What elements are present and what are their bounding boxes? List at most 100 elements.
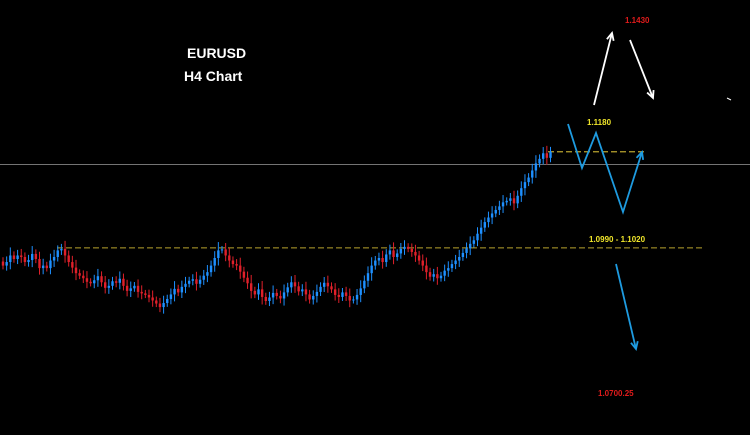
candle-body: [326, 282, 330, 287]
candle-body: [136, 285, 140, 292]
candle-body: [173, 288, 176, 295]
candle-body: [348, 295, 351, 301]
range-zigzag-arrow-head: [635, 150, 645, 161]
candle-body: [377, 258, 381, 261]
candle-body: [114, 281, 118, 283]
candle-body: [23, 256, 27, 263]
candle-body: [498, 206, 501, 210]
candle-body: [271, 292, 275, 298]
support-zone-label: 1.0990 - 1.1020: [589, 235, 646, 244]
candle-body: [231, 260, 235, 265]
candle-body: [198, 279, 202, 284]
candle-body: [253, 290, 257, 295]
candle-body: [93, 280, 96, 284]
candle-body: [549, 151, 552, 158]
candle-body: [330, 286, 333, 290]
candle-body: [279, 295, 282, 299]
candle-body: [242, 271, 246, 278]
candle-body: [111, 281, 114, 286]
candle-body: [293, 282, 297, 287]
bullish-arrow-up: [593, 32, 613, 106]
candle-body: [224, 249, 227, 256]
resistance-level-label: 1.1180: [587, 118, 612, 127]
candle-body: [151, 297, 154, 301]
candle-body: [228, 255, 231, 261]
candle-body: [63, 248, 67, 256]
candle-body: [505, 200, 508, 203]
candle-body: [323, 282, 326, 287]
candle-body: [432, 274, 435, 277]
candle-body: [49, 260, 52, 269]
candle-body: [220, 249, 224, 251]
candle-body: [465, 248, 468, 253]
candle-body: [96, 276, 100, 281]
candle-body: [5, 262, 8, 266]
candle-body: [355, 294, 359, 300]
candle-body: [516, 195, 519, 204]
candle-body: [406, 246, 410, 249]
candle-body: [206, 272, 209, 276]
candle-body: [27, 260, 30, 263]
candle-body: [290, 282, 293, 288]
candle-body: [107, 285, 111, 288]
candle-body: [67, 255, 70, 263]
candle-body: [344, 292, 348, 296]
candle-body: [122, 278, 125, 286]
candle-body: [209, 265, 213, 273]
candle-body: [129, 288, 132, 291]
candle-body: [118, 278, 121, 283]
candle-body: [133, 285, 136, 289]
candle-body: [363, 280, 366, 289]
candle-body: [82, 275, 85, 279]
candle-body: [436, 274, 439, 279]
candle-body: [158, 303, 162, 308]
candle-body: [71, 262, 74, 268]
candle-body: [531, 170, 534, 178]
bullish-arrow-up-head: [606, 30, 615, 42]
candle-body: [60, 248, 63, 251]
candle-body: [370, 265, 373, 274]
candle-body: [9, 255, 12, 263]
candle-body: [542, 153, 545, 159]
candle-body: [308, 294, 311, 300]
candle-body: [410, 248, 413, 252]
chart-timeframe-title: H4 Chart: [184, 68, 243, 84]
candle-body: [41, 265, 45, 269]
candle-body: [487, 217, 490, 223]
cursor-mark: [726, 97, 732, 101]
candle-body: [56, 250, 59, 257]
candle-body: [512, 198, 516, 204]
candle-body: [494, 209, 497, 214]
candle-body: [184, 283, 187, 287]
candle-body: [476, 233, 479, 241]
candle-body: [1, 261, 5, 266]
level-lines: [0, 97, 750, 249]
candle-body: [286, 287, 289, 293]
candle-body: [439, 275, 443, 279]
candle-body: [333, 289, 337, 295]
candle-body: [304, 289, 308, 295]
candle-body: [450, 264, 454, 269]
chart-symbol-title: EURUSD: [187, 45, 247, 61]
candle-body: [527, 177, 530, 183]
candle-body: [315, 291, 319, 296]
candle-body: [78, 273, 81, 276]
candle-body: [166, 298, 169, 304]
candle-body: [260, 289, 264, 297]
candle-body: [392, 250, 395, 257]
candle-body: [509, 198, 512, 201]
candle-body: [250, 283, 253, 291]
candle-body: [490, 213, 494, 218]
candle-body: [483, 222, 486, 228]
bearish-arrow: [615, 263, 637, 350]
candle-body: [523, 182, 527, 189]
candle-body: [359, 288, 362, 295]
candle-body: [162, 303, 165, 308]
bearish-arrow-head: [630, 340, 639, 352]
candles: [1, 145, 552, 314]
candle-body: [312, 295, 315, 300]
candle-body: [396, 253, 399, 257]
candle-body: [38, 259, 41, 269]
candle-body: [180, 286, 184, 293]
